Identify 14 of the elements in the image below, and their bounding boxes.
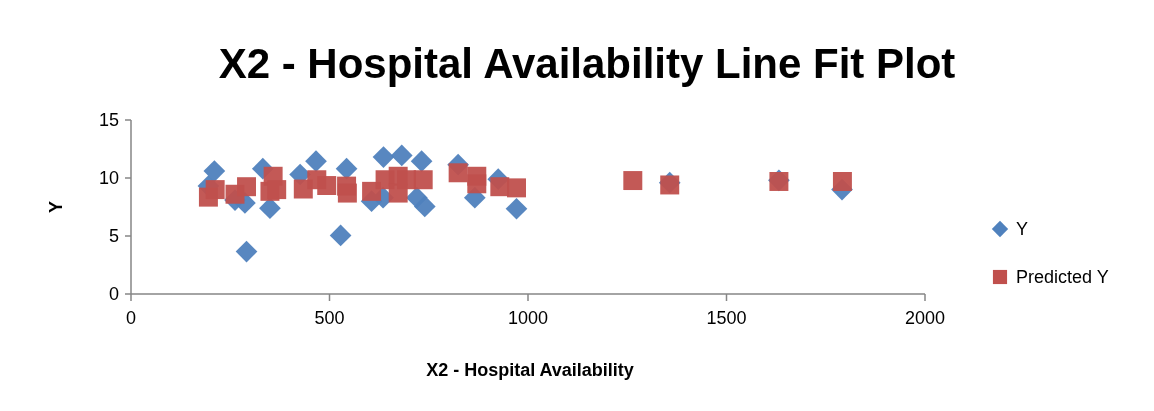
chart-title: X2 - Hospital Availability Line Fit Plot <box>218 40 956 87</box>
y-tick-label: 15 <box>98 110 119 131</box>
y-axis-title: Y <box>46 200 66 214</box>
x-axis-title: X2 - Hospital Availability <box>426 360 634 380</box>
legend-label: Y <box>1016 219 1029 240</box>
y-tick-label: 5 <box>108 226 119 247</box>
x-tick-label: 1000 <box>507 308 549 328</box>
y-tick-label: 10 <box>98 168 119 189</box>
x-tick-label: 0 <box>125 308 137 328</box>
y-tick-label: 0 <box>108 284 119 305</box>
x-tick-label: 500 <box>314 308 345 328</box>
x-tick-label: 2000 <box>904 308 946 328</box>
x-tick-label: 1500 <box>706 308 747 328</box>
legend-label: Predicted Y <box>1016 267 1109 288</box>
